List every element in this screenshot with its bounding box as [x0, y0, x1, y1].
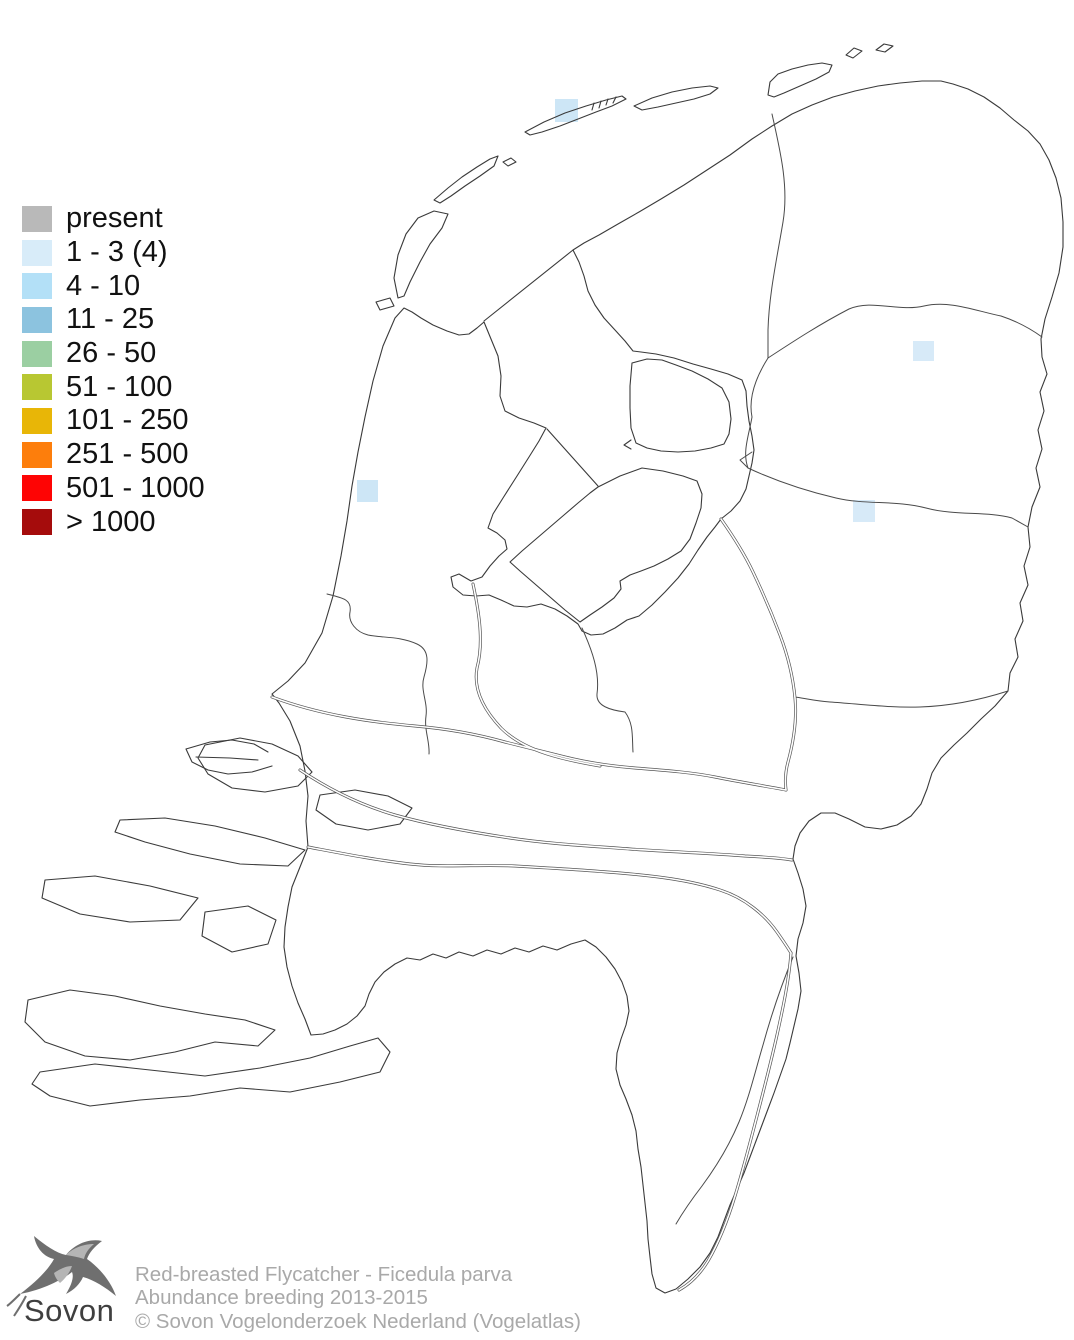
legend-swatch-9 — [22, 509, 52, 536]
urk-tick — [624, 440, 631, 449]
island-rottumerplaat — [846, 48, 862, 58]
border-brabant-limburg — [676, 957, 793, 1224]
legend-row: 101 - 250 — [22, 404, 205, 438]
legend-label: 4 - 10 — [66, 269, 141, 302]
terschelling-marsh-ticks — [592, 97, 616, 110]
border-friesland-drenthe — [746, 358, 768, 468]
legend-swatch-4 — [22, 340, 52, 367]
swallow-icon — [20, 1236, 116, 1296]
rivers — [272, 519, 796, 1290]
legend-label: 101 - 250 — [66, 404, 189, 437]
border-noordholland-zuidholland-utrecht — [327, 594, 429, 754]
island-vlieland — [434, 156, 498, 203]
legend-label: 11 - 25 — [66, 303, 155, 336]
footer-caption: Red-breasted Flycatcher - Ficedula parva… — [135, 1263, 581, 1333]
swallow-wing-highlight — [54, 1244, 94, 1283]
island-tholen — [202, 906, 276, 952]
island-rottumeroog — [876, 44, 893, 52]
zeeuws-vlaanderen-outline — [32, 1038, 390, 1106]
legend-label: 26 - 50 — [66, 337, 157, 370]
abundance-marker-terschelling[interactable] — [555, 99, 578, 122]
houtribdijk — [547, 429, 598, 486]
legend-label: present — [66, 202, 163, 235]
legend-label: 251 - 500 — [66, 438, 189, 471]
island-walcheren-beveland — [25, 990, 275, 1060]
island-goeree-overflakkee — [115, 818, 305, 866]
island-noorderhaaks — [376, 298, 394, 310]
abundance-marker-drenthe-northeast[interactable] — [913, 341, 934, 361]
swallow-tail — [6, 1293, 27, 1317]
species-title: Red-breasted Flycatcher - Ficedula parva — [135, 1263, 513, 1286]
border-groningen-drenthe — [768, 304, 1042, 358]
border-friesland-overijssel — [740, 452, 752, 468]
sovon-wordmark: Sovon — [24, 1293, 115, 1328]
abundance-marker-coastal-dunes[interactable] — [357, 480, 378, 502]
island-richel — [503, 158, 516, 166]
map-subtitle: Abundance breeding 2013-2015 — [135, 1286, 428, 1310]
legend-swatch-8 — [22, 475, 52, 502]
legend-label: 51 - 100 — [66, 370, 173, 403]
copyright-line: © Sovon Vogelonderzoek Nederland (Vogela… — [135, 1309, 581, 1333]
flevoland-outline — [510, 468, 702, 622]
noordoostpolder-outline — [630, 359, 731, 452]
island-terschelling — [525, 96, 626, 135]
legend-row: 51 - 100 — [22, 370, 205, 404]
europoort-harbour-lines — [186, 740, 272, 774]
legend-row: 1 - 3 (4) — [22, 236, 205, 270]
legend: present 1 - 3 (4) 4 - 10 11 - 25 26 - 50 51 -… — [22, 202, 205, 539]
island-texel — [394, 211, 448, 298]
island-schiermonnikoog — [768, 63, 832, 97]
legend-row: 251 - 500 — [22, 438, 205, 472]
legend-row: 11 - 25 — [22, 303, 205, 337]
legend-swatch-6 — [22, 407, 52, 434]
island-schouwen-duiveland — [42, 876, 198, 922]
legend-swatch-5 — [22, 374, 52, 401]
island-voorne-putten — [198, 738, 312, 792]
legend-swatch-1 — [22, 239, 52, 266]
legend-row: > 1000 — [22, 505, 205, 539]
legend-swatch-3 — [22, 306, 52, 333]
abundance-marker-drenthe-south[interactable] — [853, 500, 875, 522]
legend-row: 501 - 1000 — [22, 472, 205, 506]
legend-label: > 1000 — [66, 505, 156, 538]
legend-swatch-2 — [22, 273, 52, 300]
legend-row: present — [22, 202, 205, 236]
legend-label: 1 - 3 (4) — [66, 236, 168, 269]
legend-row: 26 - 50 — [22, 337, 205, 371]
sovon-logo — [6, 1236, 116, 1317]
legend-label: 501 - 1000 — [66, 471, 205, 504]
border-overijssel-gelderland — [795, 691, 1008, 707]
border-drenthe-overijssel — [748, 468, 1028, 527]
island-hoeksche-waard — [316, 790, 412, 830]
legend-row: 4 - 10 — [22, 269, 205, 303]
mainland-outline — [272, 81, 1063, 1293]
legend-swatch-0 — [22, 205, 52, 232]
legend-swatch-7 — [22, 441, 52, 468]
afsluitdijk — [484, 250, 573, 321]
border-gelderland-utrecht — [582, 628, 633, 752]
border-friesland-groningen — [768, 114, 785, 358]
island-ameland — [634, 86, 718, 110]
abundance-markers — [357, 99, 934, 522]
